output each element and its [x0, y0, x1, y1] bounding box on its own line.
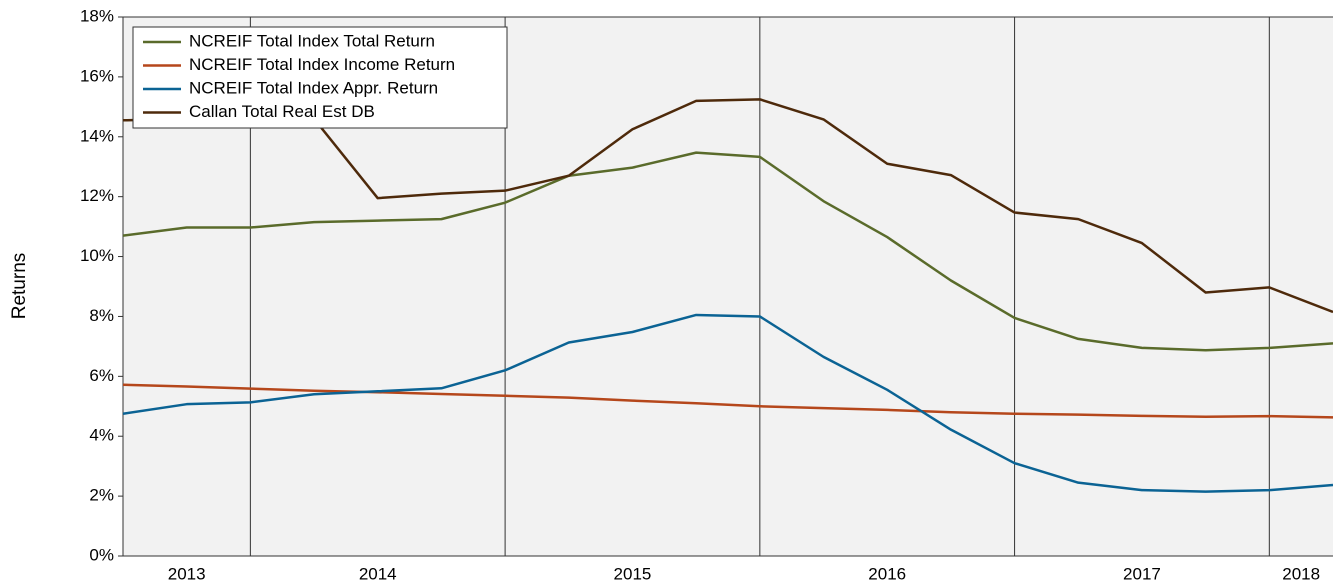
y-tick-label: 12%	[80, 186, 114, 205]
y-tick-label: 2%	[89, 486, 114, 505]
y-tick-label: 16%	[80, 66, 114, 85]
series-line	[122, 313, 1333, 493]
legend-label: Callan Total Real Est DB	[189, 102, 375, 121]
series-line	[122, 383, 1333, 419]
y-tick-label: 4%	[89, 426, 114, 445]
x-tick-label: 2017	[1123, 564, 1161, 583]
x-tick-label: 2016	[868, 564, 906, 583]
legend-label: NCREIF Total Index Income Return	[189, 55, 455, 74]
legend-label: NCREIF Total Index Appr. Return	[189, 78, 438, 97]
x-tick-label: 2018	[1282, 564, 1320, 583]
legend-label: NCREIF Total Index Total Return	[189, 31, 435, 50]
y-axis-label: Returns	[9, 253, 30, 320]
x-tick-label: 2013	[168, 564, 206, 583]
x-tick-label: 2015	[614, 564, 652, 583]
series-line	[122, 151, 1333, 352]
y-tick-label: 10%	[80, 246, 114, 265]
legend-box	[132, 26, 508, 129]
y-tick-label: 6%	[89, 366, 114, 385]
y-tick-label: 18%	[80, 6, 114, 25]
y-tick-label: 8%	[89, 306, 114, 325]
x-tick-label: 2014	[359, 564, 397, 583]
y-tick-label: 0%	[89, 545, 114, 564]
series-line	[122, 98, 1333, 314]
y-tick-label: 14%	[80, 126, 114, 145]
